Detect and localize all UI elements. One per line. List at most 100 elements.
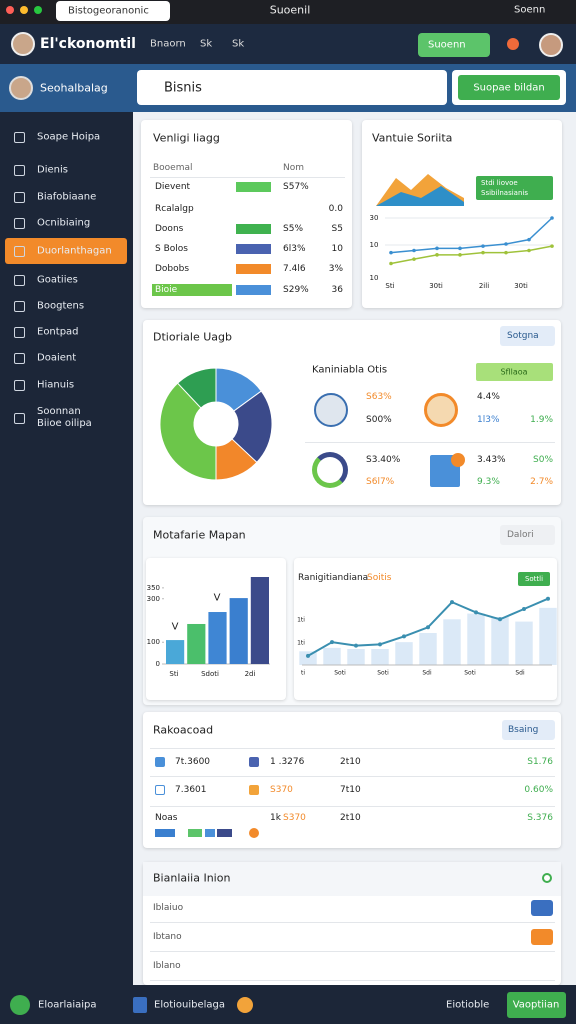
panel-badge [476,363,553,381]
sidebar-icon [14,275,25,286]
search-button-label: Suopae bildan [473,82,545,94]
search-text: Bisnis [164,80,202,96]
cell: 2t10 [340,757,361,767]
x-tick-label: Sti [169,670,179,678]
records-button[interactable] [502,720,555,740]
annotation: V [213,592,221,604]
table-card [141,120,352,308]
sidebar-user: Seohalbalag [40,81,108,95]
sidebar-item[interactable]: Soape Hoipa [37,131,101,143]
sidebar-icon [14,192,25,203]
stat: 9.3% [477,477,500,487]
x-tick-label: 30ti [514,282,528,290]
sidebar-active [5,238,127,264]
footer-button[interactable] [507,992,566,1018]
x-tick-label: Soti [377,669,389,677]
card-title: Motafarie Mapan [153,528,246,542]
stat: 4.4% [477,392,500,402]
button-label: Dalori [507,530,534,540]
sidebar-item[interactable]: Goatiies [37,274,78,286]
footer-item[interactable]: Elotiouibelaga [154,999,226,1011]
sidebar-item[interactable]: Ocnibiaing [37,217,91,229]
sidebar-avatar [9,76,33,100]
sidebar-item[interactable]: Hianuis [37,379,75,391]
header-button-label: Suoenn [428,39,466,51]
sidebar-item[interactable]: Soonnan Biioe oilipa [37,406,92,429]
row-icon [249,785,259,795]
table-bar [236,285,271,295]
bar-subcard [146,558,286,700]
cell: 1 .3276 [270,757,305,767]
sidebar-item[interactable]: Eontpad [37,326,79,338]
nav-link[interactable]: Sk [200,38,213,50]
app-logo: El'ckonomtil [40,36,136,52]
row-icon [249,757,259,767]
stat: 2.7% [530,477,553,487]
browser-action[interactable]: Soenn [514,4,546,16]
button-label: Sotgna [507,331,539,341]
nav-link[interactable]: Sk [232,38,245,50]
url-text: Bistogeoranonic [68,5,149,17]
sidebar-item[interactable]: Biafobiaane [37,191,97,203]
cell: S370 [283,813,306,823]
row-label: Rcalalgp [155,204,194,214]
row-icon [155,785,165,795]
list-icon [542,873,552,883]
row-value: 7.4l6 [283,264,306,274]
x-tick-label: Soti [334,669,346,677]
search-input[interactable] [137,70,447,105]
button-label: Bsaing [508,725,539,735]
chart-title-accent: Soitis [367,573,392,583]
donut-button[interactable] [500,326,555,346]
decor-bar [205,829,215,837]
divider [150,748,555,749]
x-tick-label: ti [300,669,306,677]
window-control [34,6,42,14]
row-extra: 10 [331,244,343,254]
window-control [20,6,28,14]
divider [150,951,555,952]
badge-text: Sfllaoa [500,367,528,377]
cell: 0.60% [524,785,553,795]
row-extra: 0.0 [328,204,343,214]
x-tick-label: 2ili [478,282,490,290]
footer-item[interactable]: Eloarlaiaipa [38,999,97,1011]
list-action[interactable] [531,900,553,916]
badge-text: Ssibilnasianis [481,189,529,197]
sidebar-icon [14,246,25,257]
y-tick-label: 30 [369,214,379,222]
cell: S370 [270,785,293,795]
sidebar-item[interactable]: Duorlanthagan [37,245,112,257]
user-avatar [11,32,35,56]
row-value: S29% [283,285,309,295]
y-tick-label: 350 [146,583,160,592]
cell: 7t.3600 [175,757,211,767]
line-card [362,120,562,308]
table-header: Booemal [153,163,193,173]
sidebar-item[interactable]: Boogtens [37,300,85,312]
header-button[interactable] [418,33,490,57]
sidebar-icon [14,165,25,176]
annotation: V [171,621,179,633]
row-label: S Bolos [155,244,188,254]
nav-link[interactable]: Bnaorn [150,38,186,50]
list-action[interactable] [531,929,553,945]
footer-item[interactable]: Eiotioble [446,999,490,1011]
sidebar-item[interactable]: Dienis [37,164,68,176]
table-bar [236,264,271,274]
sidebar-item[interactable]: Doaient [37,352,77,364]
badge-text: Sottli [524,575,544,583]
row-label: Bioie [155,285,178,295]
row-icon [249,828,259,838]
person-avatar [424,393,458,427]
row-extra: S5 [331,224,343,234]
sidebar-icon [14,218,25,229]
x-tick-label: Sti [385,282,395,290]
cell: Noas [155,813,178,823]
cell: 1k [270,813,281,823]
x-tick-label: Sdi [422,669,432,677]
bar-button[interactable] [500,525,555,545]
search-button[interactable] [458,75,560,100]
panel-title: Kaniniabla Otis [312,364,388,376]
